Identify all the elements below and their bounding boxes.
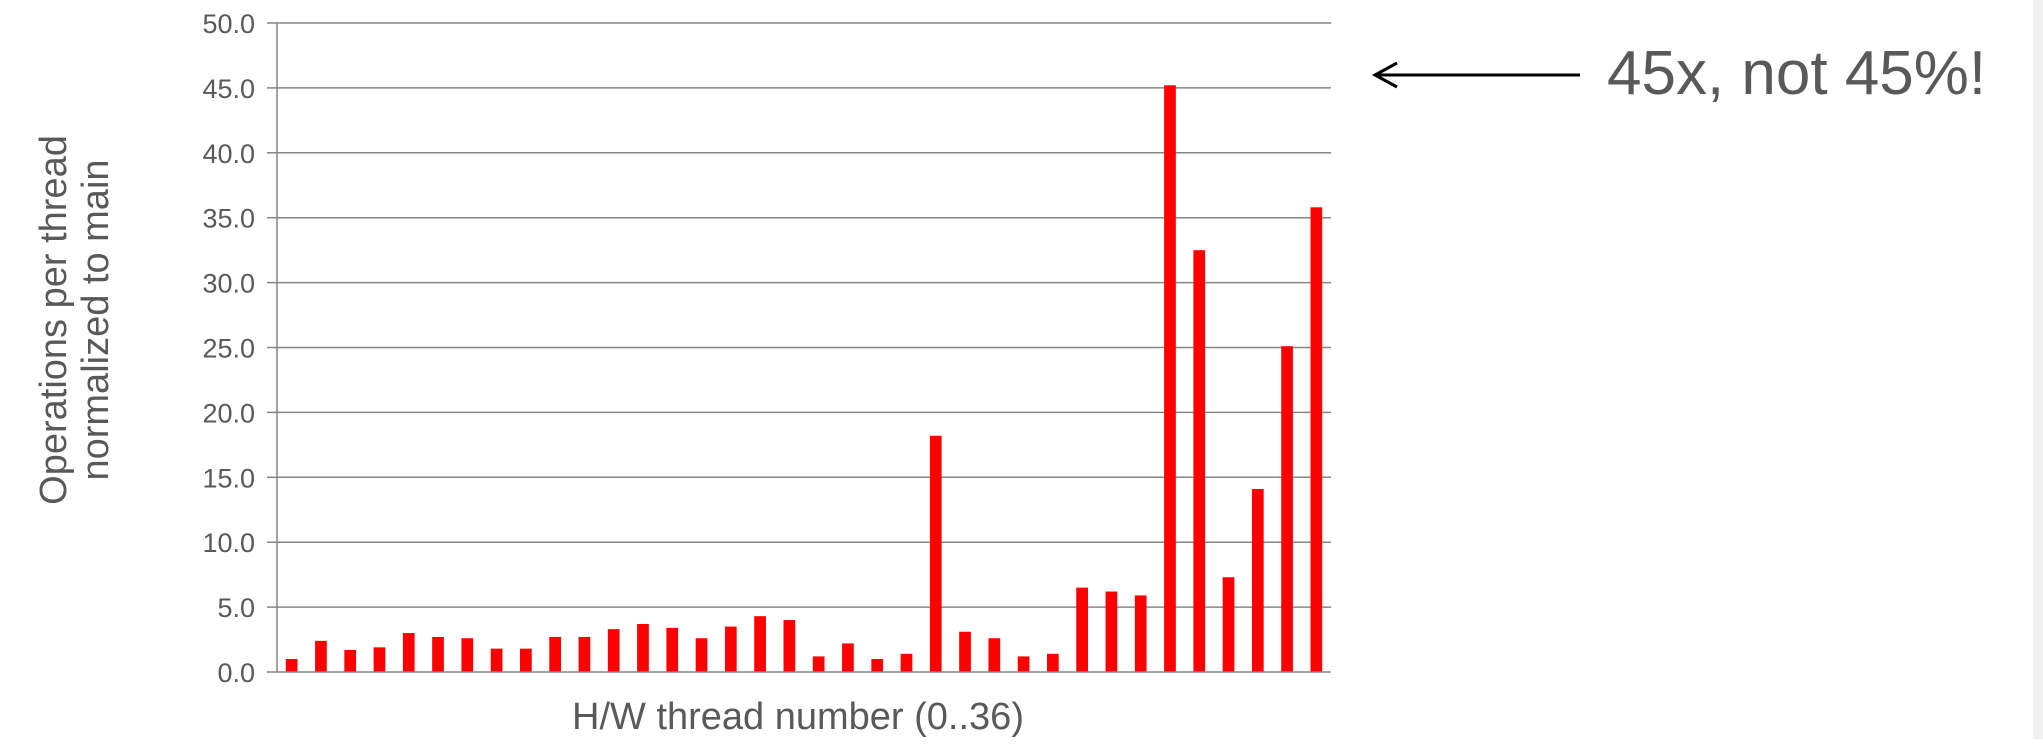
bar (490, 648, 503, 672)
x-axis-label: H/W thread number (0..36) (572, 696, 1024, 738)
y-axis-label: Operations per thread normalized to main (33, 135, 117, 505)
bar (578, 636, 591, 672)
y-tick-label: 5.0 (217, 593, 255, 623)
bar (285, 659, 298, 672)
axes (267, 22, 1331, 673)
y-tick-label: 30.0 (202, 269, 255, 299)
bar (695, 638, 708, 672)
bar (959, 631, 971, 672)
gridlines (277, 22, 1331, 608)
bar (402, 633, 415, 672)
y-tick-label: 15.0 (202, 463, 255, 493)
y-tick-label: 20.0 (202, 398, 255, 428)
bar (1193, 250, 1206, 672)
bar (1281, 346, 1293, 672)
annotation-text: 45x, not 45%! (1607, 39, 1986, 108)
y-tick-label: 25.0 (202, 334, 255, 364)
bar (1017, 656, 1030, 672)
bar (461, 638, 474, 672)
bar (1222, 577, 1235, 672)
bar (988, 638, 1001, 672)
y-tick-label: 40.0 (202, 139, 255, 169)
bar (900, 653, 913, 672)
bar (549, 636, 561, 672)
bar (1134, 595, 1147, 672)
bar (724, 626, 737, 672)
bar (1105, 591, 1118, 672)
bar (1076, 587, 1088, 672)
y-tick-label: 10.0 (202, 528, 255, 558)
right-edge-strip (2033, 0, 2043, 739)
bar (344, 649, 357, 672)
bar (373, 647, 386, 672)
y-tick-label: 45.0 (202, 74, 255, 104)
bar (315, 640, 327, 672)
bar (432, 636, 444, 672)
bar (607, 629, 620, 672)
bar (666, 627, 679, 672)
bar (520, 648, 532, 672)
bar (754, 616, 766, 672)
y-tick-labels: 0.0 5.0 10.0 15.0 20.0 25.0 30.0 35.0 40.0 45.0 50… (202, 9, 255, 688)
y-tick-label: 50.0 (202, 9, 255, 39)
bars (285, 85, 1323, 673)
y-tick-label: 35.0 (202, 204, 255, 234)
bar (929, 435, 942, 672)
annotation-arrow-head-icon (1371, 61, 1398, 89)
bar (842, 643, 854, 672)
bar (871, 659, 884, 672)
bar (1251, 488, 1264, 672)
y-axis-label-line-1: Operations per thread (33, 135, 75, 505)
annotation: 45x, not 45%! (1371, 39, 1986, 108)
bar (812, 656, 825, 672)
y-tick-label: 0.0 (217, 658, 255, 688)
bar (1164, 85, 1176, 672)
bar (1310, 207, 1323, 673)
bar (783, 620, 796, 672)
bar (1047, 653, 1059, 672)
y-axis-label-line-2: normalized to main (75, 159, 117, 480)
bar (637, 623, 649, 672)
